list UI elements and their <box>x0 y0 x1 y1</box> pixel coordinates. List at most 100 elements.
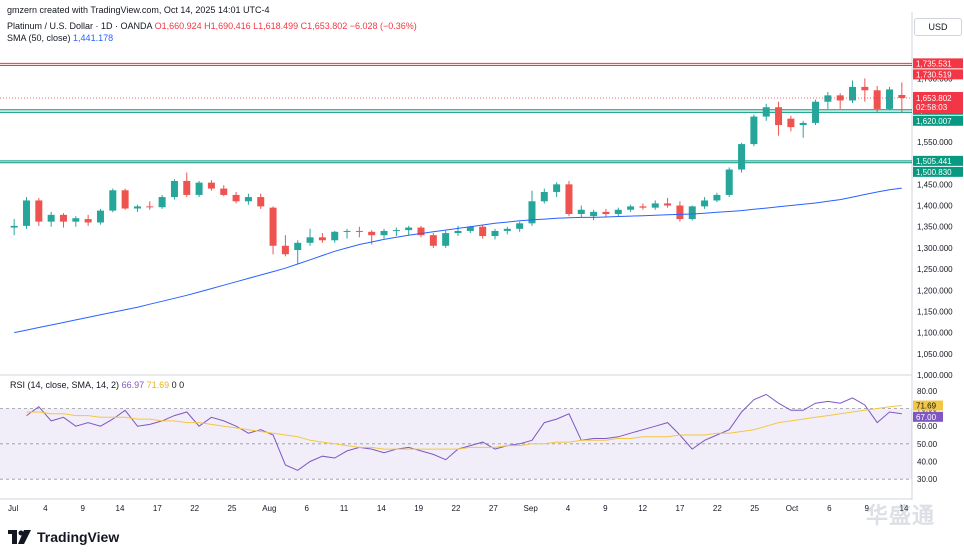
time-tick-label: 4 <box>566 504 571 513</box>
level-label-box <box>913 58 963 69</box>
candle-body <box>614 209 622 214</box>
candle-body <box>701 200 709 207</box>
rsi-ma-line <box>26 405 902 450</box>
candle-body <box>183 180 191 195</box>
candle-body <box>454 230 462 234</box>
candle-body <box>158 197 166 208</box>
level-zone <box>0 63 912 66</box>
candle-body <box>738 144 746 170</box>
currency-button[interactable]: USD <box>914 18 962 36</box>
time-tick-label: 25 <box>228 504 237 513</box>
time-tick-label: Aug <box>262 504 276 513</box>
price-tick-label: 1,200.000 <box>917 286 953 295</box>
candle-body <box>368 231 376 236</box>
candle-body <box>565 184 573 214</box>
candle-body <box>170 180 178 198</box>
candle-body <box>627 206 635 210</box>
sma-legend[interactable]: SMA (50, close) 1,441.178 <box>7 33 113 44</box>
candle-body <box>750 116 758 145</box>
time-tick-label: Sep <box>524 504 539 513</box>
symbol-ohlc-legend: Platinum / U.S. Dollar · 1D · OANDA O1,6… <box>7 21 417 32</box>
rsi-tick-label: 50.00 <box>917 440 938 449</box>
candle-body <box>590 211 598 217</box>
candle-body <box>849 86 857 101</box>
level-label: 1,500.830 <box>916 168 952 177</box>
price-tick-label: 1,550.000 <box>917 138 953 147</box>
last-price-box <box>913 91 963 113</box>
candle-body <box>503 228 511 231</box>
candle-body <box>812 101 820 123</box>
sma-line <box>14 187 902 334</box>
candle-body <box>195 182 203 195</box>
candle-body <box>146 206 154 208</box>
time-tick-label: 17 <box>676 504 685 513</box>
price-tick-label: 1,150.000 <box>917 307 953 316</box>
level-label-box <box>913 69 963 80</box>
sma-label: SMA (50, close) <box>7 33 71 43</box>
rsi-value-label: 67.00 <box>916 413 937 422</box>
candle-body <box>306 237 314 243</box>
candle-body <box>799 122 807 126</box>
candle-body <box>380 230 388 236</box>
symbol-name[interactable]: Platinum / U.S. Dollar · 1D · OANDA <box>7 21 153 31</box>
price-tick-label: 1,050.000 <box>917 350 953 359</box>
time-tick-label: 9 <box>603 504 608 513</box>
price-tick-label: 1,000.000 <box>917 371 953 380</box>
candle-body <box>84 219 92 223</box>
candle-body <box>318 237 326 241</box>
rsi-legend[interactable]: RSI (14, close, SMA, 14, 2) 66.97 71.69 … <box>10 380 184 390</box>
time-tick-label: 9 <box>80 504 85 513</box>
price-tick-label: 1,350.000 <box>917 223 953 232</box>
candle-body <box>72 218 80 222</box>
candle-body <box>269 207 277 246</box>
candle-body <box>121 190 129 209</box>
time-tick-label: 19 <box>414 504 423 513</box>
rsi-tick-label: 60.00 <box>917 422 938 431</box>
candle-body <box>232 194 240 202</box>
level-label: 1,735.531 <box>916 59 952 68</box>
rsi-tick-label: 80.00 <box>917 387 938 396</box>
price-tick-label: 1,450.000 <box>917 180 953 189</box>
rsi-label: RSI (14, close, SMA, 14, 2) <box>10 380 120 390</box>
candle-body <box>281 245 289 255</box>
candle-body <box>207 182 215 189</box>
time-tick-label: 25 <box>750 504 759 513</box>
level-label-box <box>913 166 963 177</box>
candle-body <box>343 230 351 232</box>
tradingview-logo[interactable]: TradingView <box>8 528 119 546</box>
rsi-ma-value-box <box>913 400 943 411</box>
time-tick-label: 11 <box>340 504 349 513</box>
time-tick-label: 22 <box>452 504 461 513</box>
time-tick-label: 14 <box>377 504 386 513</box>
candle-body <box>479 226 487 237</box>
tradingview-logo-icon <box>8 530 31 544</box>
rsi-line <box>26 393 902 471</box>
rsi-value-box <box>913 411 943 422</box>
candle-body <box>442 233 450 246</box>
sma-value: 1,441.178 <box>73 33 114 43</box>
time-tick-label: 14 <box>900 504 909 513</box>
candle-body <box>824 95 832 102</box>
candle-body <box>491 230 499 237</box>
price-tick-label: 1,250.000 <box>917 265 953 274</box>
level-label: 1,620.007 <box>916 117 952 126</box>
candle-body <box>676 205 684 220</box>
level-label-box <box>913 115 963 126</box>
candle-body <box>898 94 906 98</box>
candle-body <box>355 230 363 232</box>
rsi-sma-value: 71.69 <box>146 380 170 390</box>
candle-body <box>392 230 400 232</box>
candle-body <box>553 184 561 192</box>
candle-body <box>429 235 437 246</box>
candle-body <box>528 201 536 224</box>
candle-body <box>59 214 67 222</box>
candle-body <box>331 231 339 241</box>
candle-body <box>651 203 659 208</box>
candle-body <box>220 188 228 195</box>
time-tick-label: 14 <box>116 504 125 513</box>
candle-body <box>886 89 894 109</box>
rsi-value: 66.97 <box>121 380 145 390</box>
rsi-tick-label: 40.00 <box>917 458 938 467</box>
